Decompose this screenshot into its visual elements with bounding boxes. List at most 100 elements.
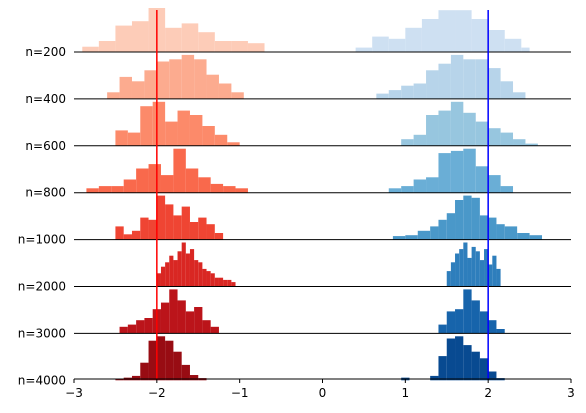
right-histogram-bar	[500, 186, 514, 193]
right-histogram-bar	[475, 121, 489, 146]
right-histogram-bar	[388, 188, 402, 193]
row-label: n=4000	[18, 373, 66, 387]
left-histogram-bar	[144, 70, 157, 99]
left-histogram-bar	[160, 302, 170, 334]
left-histogram-bar	[148, 219, 157, 240]
right-histogram-bar	[492, 255, 497, 287]
left-histogram-bar	[181, 206, 190, 240]
left-histogram-bar	[123, 234, 132, 240]
left-histogram-bar	[169, 255, 174, 287]
left-histogram-bar	[177, 251, 182, 287]
right-histogram-bar	[479, 358, 489, 381]
x-tick-label: 0	[319, 386, 327, 400]
left-histogram-bar	[223, 186, 236, 193]
left-histogram-bar	[107, 92, 120, 99]
right-histogram-bar	[388, 38, 406, 52]
left-histogram-bar	[181, 54, 195, 99]
right-histogram-bar	[405, 27, 422, 52]
right-histogram-bar	[426, 177, 439, 193]
left-histogram-bar	[206, 74, 219, 99]
right-histogram-bar	[438, 324, 447, 334]
left-histogram-bar	[123, 179, 137, 193]
left-histogram-bar	[156, 61, 170, 99]
left-histogram-bar	[165, 27, 182, 52]
right-histogram-bar	[479, 260, 485, 287]
right-histogram-bar	[471, 197, 480, 240]
right-histogram-bar	[463, 289, 472, 334]
x-axis: −3 −2 −1 0 1 2 3	[65, 378, 575, 400]
right-histogram-bar	[463, 148, 476, 193]
x-tick-label: −2	[148, 386, 166, 400]
right-histogram-bar	[405, 235, 418, 240]
left-histogram-bar	[214, 277, 219, 287]
left-histogram-bar	[86, 188, 99, 193]
right-histogram-bar	[488, 128, 501, 146]
row-label: n=3000	[18, 326, 66, 340]
right-histogram-bar	[438, 110, 451, 146]
right-histogram-bar	[463, 112, 476, 146]
right-histogram-bar	[459, 249, 464, 287]
row-label: n=600	[25, 139, 66, 153]
row-labels: n=200 n=400 n=600 n=800 n=1000 n=2000 n=3000 n=…	[18, 45, 66, 387]
right-histogram-bar	[463, 195, 472, 240]
right-histogram-bar	[488, 371, 497, 381]
left-histogram-bar	[173, 351, 182, 381]
right-histogram-bar	[488, 264, 493, 287]
right-histogram-bar	[438, 153, 451, 193]
right-histogram-bar	[355, 47, 373, 52]
right-histogram-bar	[401, 186, 414, 193]
right-histogram-bar	[496, 329, 505, 334]
left-histogram-bar	[202, 268, 207, 287]
left-histogram-bar	[119, 76, 132, 99]
right-histogram-bar	[413, 179, 427, 193]
right-histogram-bar	[430, 226, 439, 240]
right-histogram-bar	[446, 311, 456, 334]
left-histogram-bar	[152, 101, 166, 146]
left-histogram-bar	[136, 320, 145, 334]
x-tick-label: 3	[567, 386, 575, 400]
right-histogram-bar	[500, 81, 514, 99]
left-histogram-bar	[194, 307, 203, 334]
x-tick-label: −3	[65, 386, 83, 400]
left-histogram-bar	[235, 188, 248, 193]
right-histogram-bar	[471, 300, 480, 334]
right-histogram-bar	[471, 351, 480, 381]
left-histogram-bar	[202, 126, 215, 146]
left-histogram-bar	[185, 168, 199, 193]
right-histogram-bar	[446, 271, 451, 287]
right-histogram-bar	[426, 70, 439, 99]
right-histogram-bar	[426, 115, 439, 146]
left-histogram-bar	[169, 289, 178, 334]
right-histogram-bar	[517, 233, 530, 240]
left-histogram-bar	[169, 59, 182, 99]
right-histogram-bar	[521, 47, 530, 52]
right-histogram-bar	[438, 356, 447, 381]
right-histogram-bar	[504, 38, 522, 52]
row-label: n=400	[25, 92, 66, 106]
left-histogram-bar	[181, 364, 190, 381]
right-histogram-bar	[475, 251, 480, 287]
left-histogram-bar	[198, 217, 207, 240]
left-histogram-bar	[140, 217, 149, 240]
right-histogram-bar	[475, 166, 489, 193]
left-histogram-bar	[177, 300, 186, 334]
left-histogram-bar	[160, 266, 166, 287]
left-histogram-bar	[185, 311, 195, 334]
left-histogram-bar	[247, 43, 265, 52]
left-histogram-bar	[198, 32, 215, 52]
left-histogram-bar	[185, 253, 190, 287]
left-histogram-bar	[210, 273, 215, 287]
right-histogram-bar	[417, 230, 431, 240]
left-histogram-bar	[156, 195, 166, 240]
x-tick-label: −1	[231, 386, 249, 400]
right-histogram-bar	[475, 59, 489, 99]
left-histogram-bar	[165, 340, 174, 381]
right-histogram-bar	[513, 92, 526, 99]
right-histogram-bar	[525, 143, 538, 146]
left-histogram-bar	[206, 271, 211, 287]
left-histogram-bar	[218, 277, 224, 287]
row-label: n=200	[25, 45, 66, 59]
row-label: n=1000	[18, 233, 66, 247]
left-histogram-bar	[156, 336, 166, 381]
